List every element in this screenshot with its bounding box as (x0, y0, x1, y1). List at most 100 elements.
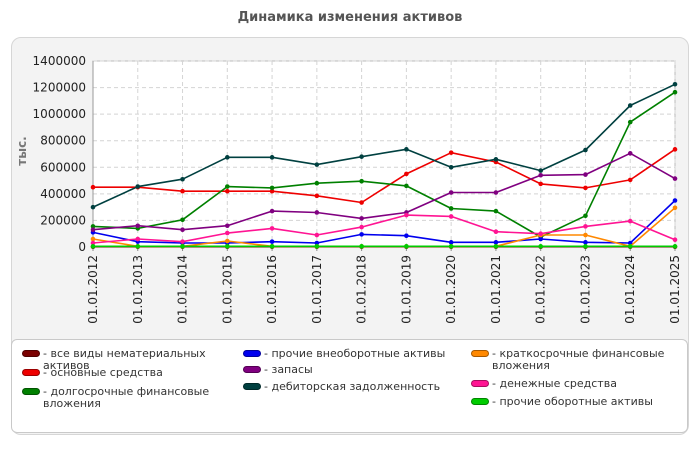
data-point (359, 224, 364, 230)
series-line-5 (92, 152, 676, 231)
data-point (583, 232, 588, 238)
data-point (225, 223, 230, 229)
x-tick-label: 01.01.2020 (444, 255, 458, 324)
data-point (225, 230, 230, 236)
data-point (314, 193, 320, 199)
data-point (448, 150, 454, 155)
data-point (225, 244, 230, 249)
data-point (672, 81, 678, 87)
data-point (135, 244, 141, 249)
data-point (583, 224, 588, 229)
data-point (225, 184, 230, 189)
plot-area (92, 60, 676, 248)
x-tick-label: 01.01.2024 (623, 255, 637, 324)
data-point (314, 240, 320, 246)
data-point (404, 183, 409, 189)
legend-item: - все виды нематериальных активов (22, 348, 222, 372)
data-point (180, 227, 185, 233)
x-tick-label: 01.01.2015 (220, 255, 234, 324)
series-line-4 (92, 199, 676, 244)
legend-swatch (243, 350, 261, 357)
data-point (404, 212, 409, 218)
data-point (493, 229, 499, 235)
data-point (180, 188, 185, 194)
data-point (359, 216, 364, 221)
legend-label: - дебиторская задолженность (264, 380, 441, 393)
data-point (180, 239, 185, 244)
data-point (493, 208, 499, 214)
series-line-6 (92, 83, 676, 208)
data-point (269, 208, 275, 214)
data-point (359, 178, 364, 184)
x-tick-label: 01.01.2021 (489, 255, 503, 324)
legend-swatch (22, 388, 40, 395)
data-point (269, 155, 275, 160)
data-point (225, 238, 230, 244)
legend-label: - основные средства (43, 366, 163, 379)
data-point (627, 218, 633, 224)
x-tick-label: 01.01.2013 (131, 255, 145, 324)
legend-label: - прочие внеоборотные активы (264, 347, 446, 360)
data-point (225, 188, 230, 194)
legend-item: - долгосрочные финансовые вложения (22, 386, 232, 410)
data-point (538, 236, 543, 242)
data-point (583, 244, 588, 249)
legend-label: - долгосрочные финансовые вложения (43, 385, 210, 410)
y-tick-label: 1200000 (33, 81, 86, 95)
legend-swatch (22, 369, 40, 376)
data-point (314, 180, 320, 186)
data-point (538, 231, 543, 237)
data-point (583, 213, 588, 219)
data-point (269, 244, 275, 249)
y-tick-label: 200000 (40, 213, 86, 227)
data-point (180, 176, 185, 182)
x-tick-label: 01.01.2023 (578, 255, 592, 324)
data-point (135, 223, 141, 229)
y-tick-label: 1000000 (33, 107, 86, 121)
legend-swatch (471, 398, 489, 405)
legend-swatch (243, 366, 261, 373)
x-tick-label: 01.01.2022 (534, 255, 548, 324)
data-point (314, 162, 320, 167)
legend-swatch (243, 383, 261, 390)
data-point (404, 244, 409, 249)
legend-label: - краткосрочные финансовые вложения (492, 347, 665, 372)
data-point (404, 171, 409, 177)
legend-item: - денежные средства (471, 378, 681, 390)
data-point (135, 184, 141, 189)
data-point (672, 205, 678, 211)
data-point (314, 210, 320, 215)
legend-item: - прочие оборотные активы (471, 396, 681, 408)
data-point (269, 239, 275, 244)
y-tick-label: 0 (78, 240, 86, 254)
data-point (90, 184, 96, 190)
data-point (404, 147, 409, 152)
data-point (90, 244, 96, 249)
legend-swatch (471, 380, 489, 387)
data-point (627, 151, 633, 156)
legend-label: - все виды нематериальных активов (43, 347, 206, 372)
data-point (538, 168, 543, 173)
data-point (538, 172, 543, 178)
legend-label: - прочие оборотные активы (492, 395, 653, 408)
data-point (627, 119, 633, 125)
series-line-2 (93, 148, 676, 204)
data-point (90, 236, 96, 242)
x-tick-label: 01.01.2017 (310, 255, 324, 324)
data-point (583, 185, 588, 191)
legend-item: - дебиторская задолженность (243, 381, 453, 393)
data-point (225, 155, 230, 160)
x-tick-label: 01.01.2014 (176, 255, 190, 324)
data-point (583, 172, 588, 177)
data-point (180, 217, 185, 223)
legend-item: - краткосрочные финансовые вложения (471, 348, 681, 372)
data-point (538, 181, 543, 187)
x-tick-label: 01.01.2018 (355, 255, 369, 324)
data-point (672, 89, 678, 95)
chart-title: Динамика изменения активов (237, 10, 463, 25)
y-tick-label: 400000 (40, 187, 86, 201)
data-point (627, 240, 633, 246)
data-point (90, 204, 96, 210)
legend-item: - основные средства (22, 367, 222, 379)
data-point (448, 190, 454, 195)
